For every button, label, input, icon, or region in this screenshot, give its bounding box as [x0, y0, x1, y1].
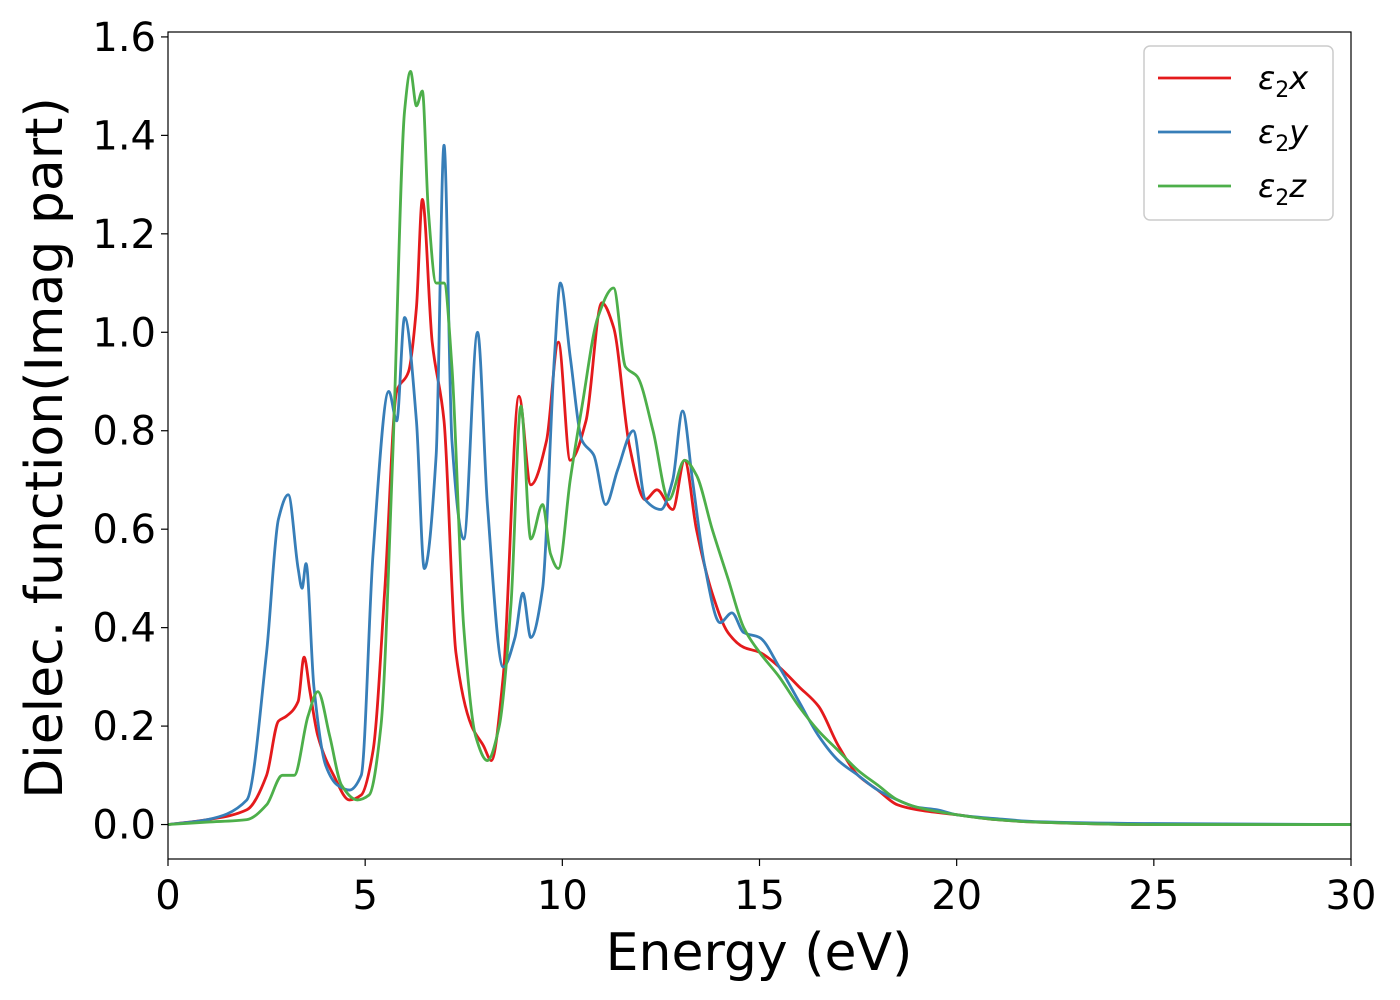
series-line-x — [168, 197, 1351, 826]
x-axis-label: Energy (eV) — [606, 923, 913, 983]
legend-label-x: ε2x — [1258, 59, 1309, 103]
x-axis-ticks: 0 5 10 15 20 25 30 — [155, 859, 1376, 919]
y-tick-label: 1.6 — [92, 15, 156, 61]
y-tick-label: 1.2 — [92, 212, 156, 258]
legend-label-main: ε — [1258, 167, 1275, 205]
y-axis-ticks: 0.0 0.2 0.4 0.6 0.8 1.0 1.2 1.4 1.6 — [92, 15, 168, 849]
legend-label-suffix: y — [1288, 113, 1309, 151]
legend-label-main: ε — [1258, 59, 1275, 97]
x-tick-label: 5 — [352, 873, 377, 919]
y-tick-label: 0.4 — [92, 606, 156, 652]
x-tick-label: 15 — [734, 873, 785, 919]
legend-label-z: ε2z — [1258, 167, 1307, 211]
x-tick-label: 30 — [1326, 873, 1377, 919]
y-tick-label: 0.6 — [92, 507, 156, 553]
series-line-z — [168, 69, 1351, 826]
x-tick-label: 20 — [931, 873, 982, 919]
y-tick-label: 0.2 — [92, 704, 156, 750]
y-axis-label: Dielec. function(Imag part) — [15, 97, 75, 799]
x-tick-label: 0 — [155, 873, 180, 919]
legend-label-y: ε2y — [1258, 113, 1309, 157]
series-layer — [168, 69, 1351, 826]
y-tick-label: 1.4 — [92, 113, 156, 159]
y-tick-label: 1.0 — [92, 310, 156, 356]
legend-label-suffix: x — [1288, 59, 1309, 97]
x-tick-label: 10 — [537, 873, 588, 919]
legend-label-subscript: 2 — [1275, 78, 1289, 103]
legend-label-suffix: z — [1288, 167, 1307, 205]
legend-box — [1143, 45, 1334, 221]
legend-label-subscript: 2 — [1275, 132, 1289, 157]
y-tick-label: 0.0 — [92, 803, 156, 849]
y-tick-label: 0.8 — [92, 409, 156, 455]
legend-label-main: ε — [1258, 113, 1275, 151]
x-tick-label: 25 — [1128, 873, 1179, 919]
series-line-y — [168, 143, 1351, 826]
legend-label-subscript: 2 — [1275, 186, 1289, 211]
